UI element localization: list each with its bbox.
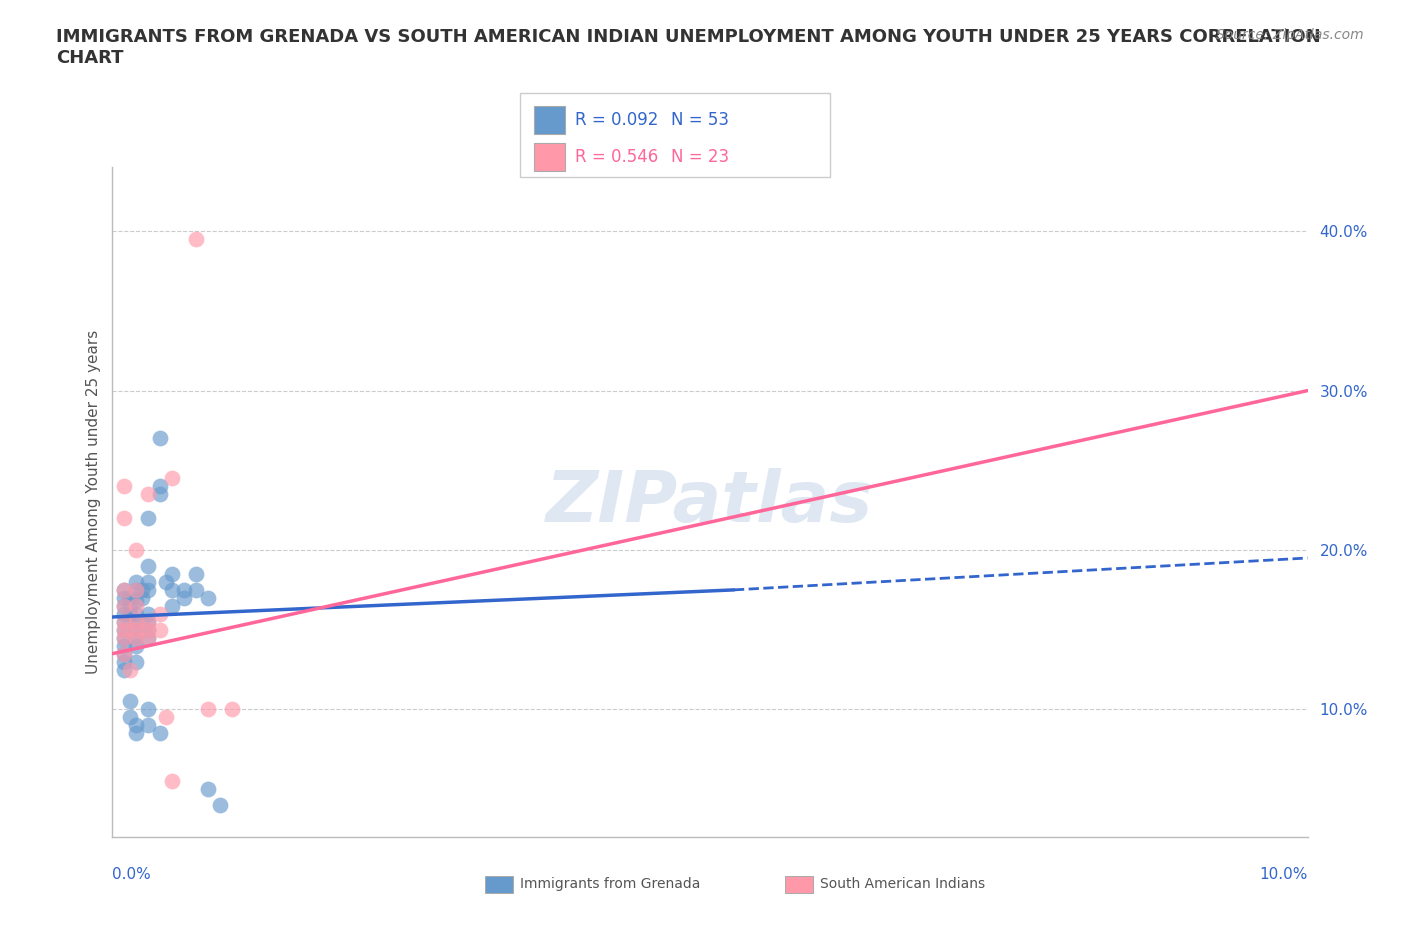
Point xyxy=(125,718,148,733)
Text: 0.0%: 0.0% xyxy=(112,867,152,882)
Point xyxy=(125,622,148,637)
Point xyxy=(125,654,148,669)
Point xyxy=(114,591,135,605)
Point xyxy=(197,591,219,605)
Point xyxy=(138,511,160,525)
Point xyxy=(114,615,135,630)
Point xyxy=(155,575,177,590)
Point xyxy=(197,782,219,797)
Point xyxy=(120,662,142,677)
Point xyxy=(125,726,148,741)
Point xyxy=(162,566,183,581)
Point xyxy=(114,582,135,597)
Point xyxy=(138,718,160,733)
Point xyxy=(125,606,148,621)
Point xyxy=(114,662,135,677)
Point xyxy=(155,710,177,724)
Point xyxy=(186,566,208,581)
Point xyxy=(162,582,183,597)
Point xyxy=(125,631,148,645)
Point xyxy=(138,615,160,630)
Point xyxy=(114,511,135,525)
Point xyxy=(125,575,148,590)
Point xyxy=(114,646,135,661)
Text: N = 53: N = 53 xyxy=(671,111,728,129)
Point xyxy=(162,598,183,613)
Point xyxy=(114,622,135,637)
Point xyxy=(125,598,148,613)
Point xyxy=(197,702,219,717)
Point xyxy=(125,622,148,637)
Point xyxy=(149,431,172,445)
Point xyxy=(149,726,172,741)
Point xyxy=(138,622,160,637)
Point xyxy=(162,774,183,789)
Point xyxy=(125,638,148,653)
Text: ZIPatlas: ZIPatlas xyxy=(547,468,873,537)
Point xyxy=(138,575,160,590)
Point xyxy=(186,232,208,246)
Point xyxy=(125,615,148,630)
Point xyxy=(125,582,148,597)
Point xyxy=(209,798,232,813)
Point xyxy=(114,479,135,494)
Point xyxy=(114,646,135,661)
Point xyxy=(173,591,195,605)
Point xyxy=(114,582,135,597)
Point xyxy=(138,582,160,597)
Point xyxy=(131,591,153,605)
Text: N = 23: N = 23 xyxy=(671,148,728,166)
Point xyxy=(114,598,135,613)
Point xyxy=(149,486,172,501)
Point xyxy=(138,615,160,630)
Point xyxy=(114,631,135,645)
Point xyxy=(186,582,208,597)
Point xyxy=(149,622,172,637)
Point xyxy=(138,559,160,574)
Text: IMMIGRANTS FROM GRENADA VS SOUTH AMERICAN INDIAN UNEMPLOYMENT AMONG YOUTH UNDER : IMMIGRANTS FROM GRENADA VS SOUTH AMERICA… xyxy=(56,28,1320,67)
Point xyxy=(120,710,142,724)
Point xyxy=(149,479,172,494)
Point xyxy=(125,542,148,557)
Point xyxy=(138,486,160,501)
Text: 10.0%: 10.0% xyxy=(1260,867,1308,882)
Point xyxy=(114,631,135,645)
Point xyxy=(114,598,135,613)
Point xyxy=(162,471,183,485)
Point xyxy=(149,606,172,621)
Point xyxy=(138,631,160,645)
Point xyxy=(125,593,148,608)
Text: R = 0.092: R = 0.092 xyxy=(575,111,658,129)
Point xyxy=(138,702,160,717)
Text: Immigrants from Grenada: Immigrants from Grenada xyxy=(520,877,700,892)
Point xyxy=(114,654,135,669)
Point xyxy=(221,702,243,717)
Point xyxy=(120,598,142,613)
Point xyxy=(120,591,142,605)
Y-axis label: Unemployment Among Youth under 25 years: Unemployment Among Youth under 25 years xyxy=(86,330,101,674)
Point xyxy=(138,631,160,645)
Point xyxy=(138,606,160,621)
Point xyxy=(114,615,135,630)
Text: R = 0.546: R = 0.546 xyxy=(575,148,658,166)
Point xyxy=(125,582,148,597)
Point xyxy=(114,638,135,653)
Point xyxy=(173,582,195,597)
Point xyxy=(120,606,142,621)
Text: South American Indians: South American Indians xyxy=(820,877,984,892)
Point xyxy=(125,631,148,645)
Point xyxy=(114,606,135,621)
Point xyxy=(120,694,142,709)
Text: Source: ZipAtlas.com: Source: ZipAtlas.com xyxy=(1216,28,1364,42)
Point xyxy=(114,622,135,637)
Point xyxy=(125,615,148,630)
Point xyxy=(138,622,160,637)
Point xyxy=(131,582,153,597)
